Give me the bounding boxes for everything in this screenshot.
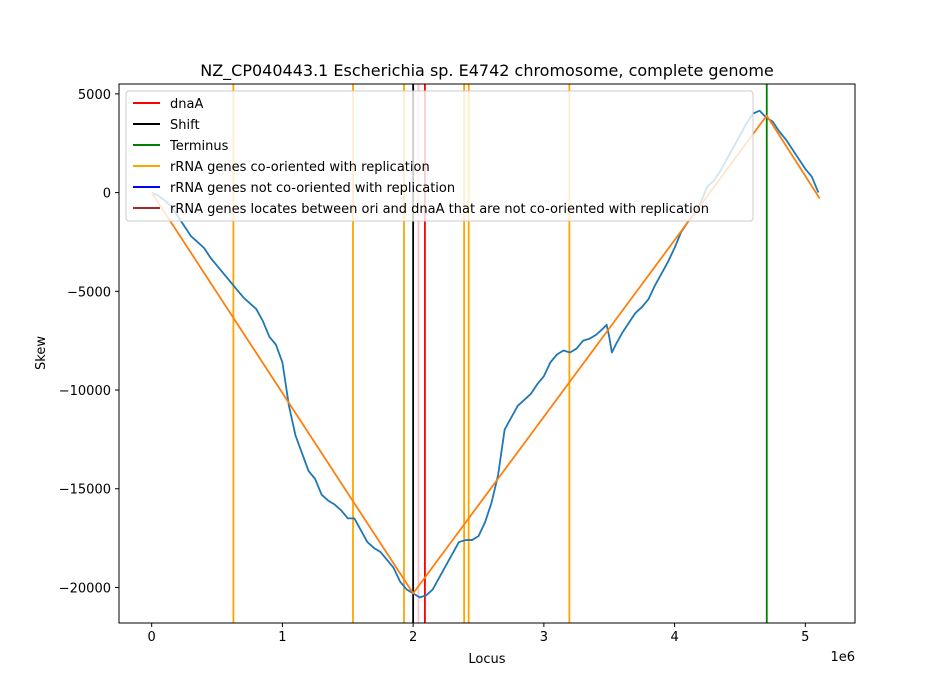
x-tick-label: 2 [409, 630, 417, 645]
legend-label: Shift [170, 118, 200, 133]
y-tick-label: 0 [103, 187, 111, 202]
legend-label: dnaA [170, 97, 203, 112]
x-axis-offset-label: 1e6 [830, 650, 855, 665]
y-axis: 5000 0 −5000 −10000 −15000 −20000 [59, 88, 119, 596]
y-axis-label: Skew [34, 336, 49, 370]
legend: dnaA Shift Terminus rRNA genes co-oriented … [125, 90, 754, 222]
x-tick-label: 4 [670, 630, 678, 645]
x-tick-label: 5 [801, 630, 809, 645]
y-tick-label: −10000 [59, 384, 111, 399]
series-line-1 [150, 114, 821, 595]
x-axis-label: Locus [468, 652, 505, 667]
y-tick-label: −15000 [59, 483, 111, 498]
y-tick-label: 5000 [78, 88, 111, 103]
plot-area-frame [118, 83, 856, 624]
legend-label: Terminus [169, 139, 229, 154]
legend-label: rRNA genes locates between ori and dnaA … [170, 202, 709, 217]
legend-box [125, 90, 754, 222]
legend-label: rRNA genes not co-oriented with replicat… [170, 181, 455, 196]
x-tick-label: 1 [278, 630, 286, 645]
x-tick-label: 0 [148, 630, 156, 645]
legend-label: rRNA genes co-oriented with replication [170, 160, 430, 175]
x-tick-label: 3 [540, 630, 548, 645]
chart-title: NZ_CP040443.1 Escherichia sp. E4742 chro… [200, 61, 774, 81]
y-tick-label: −5000 [67, 285, 111, 300]
y-tick-label: −20000 [59, 581, 111, 596]
x-axis: 0 1 2 3 4 5 [148, 623, 809, 645]
